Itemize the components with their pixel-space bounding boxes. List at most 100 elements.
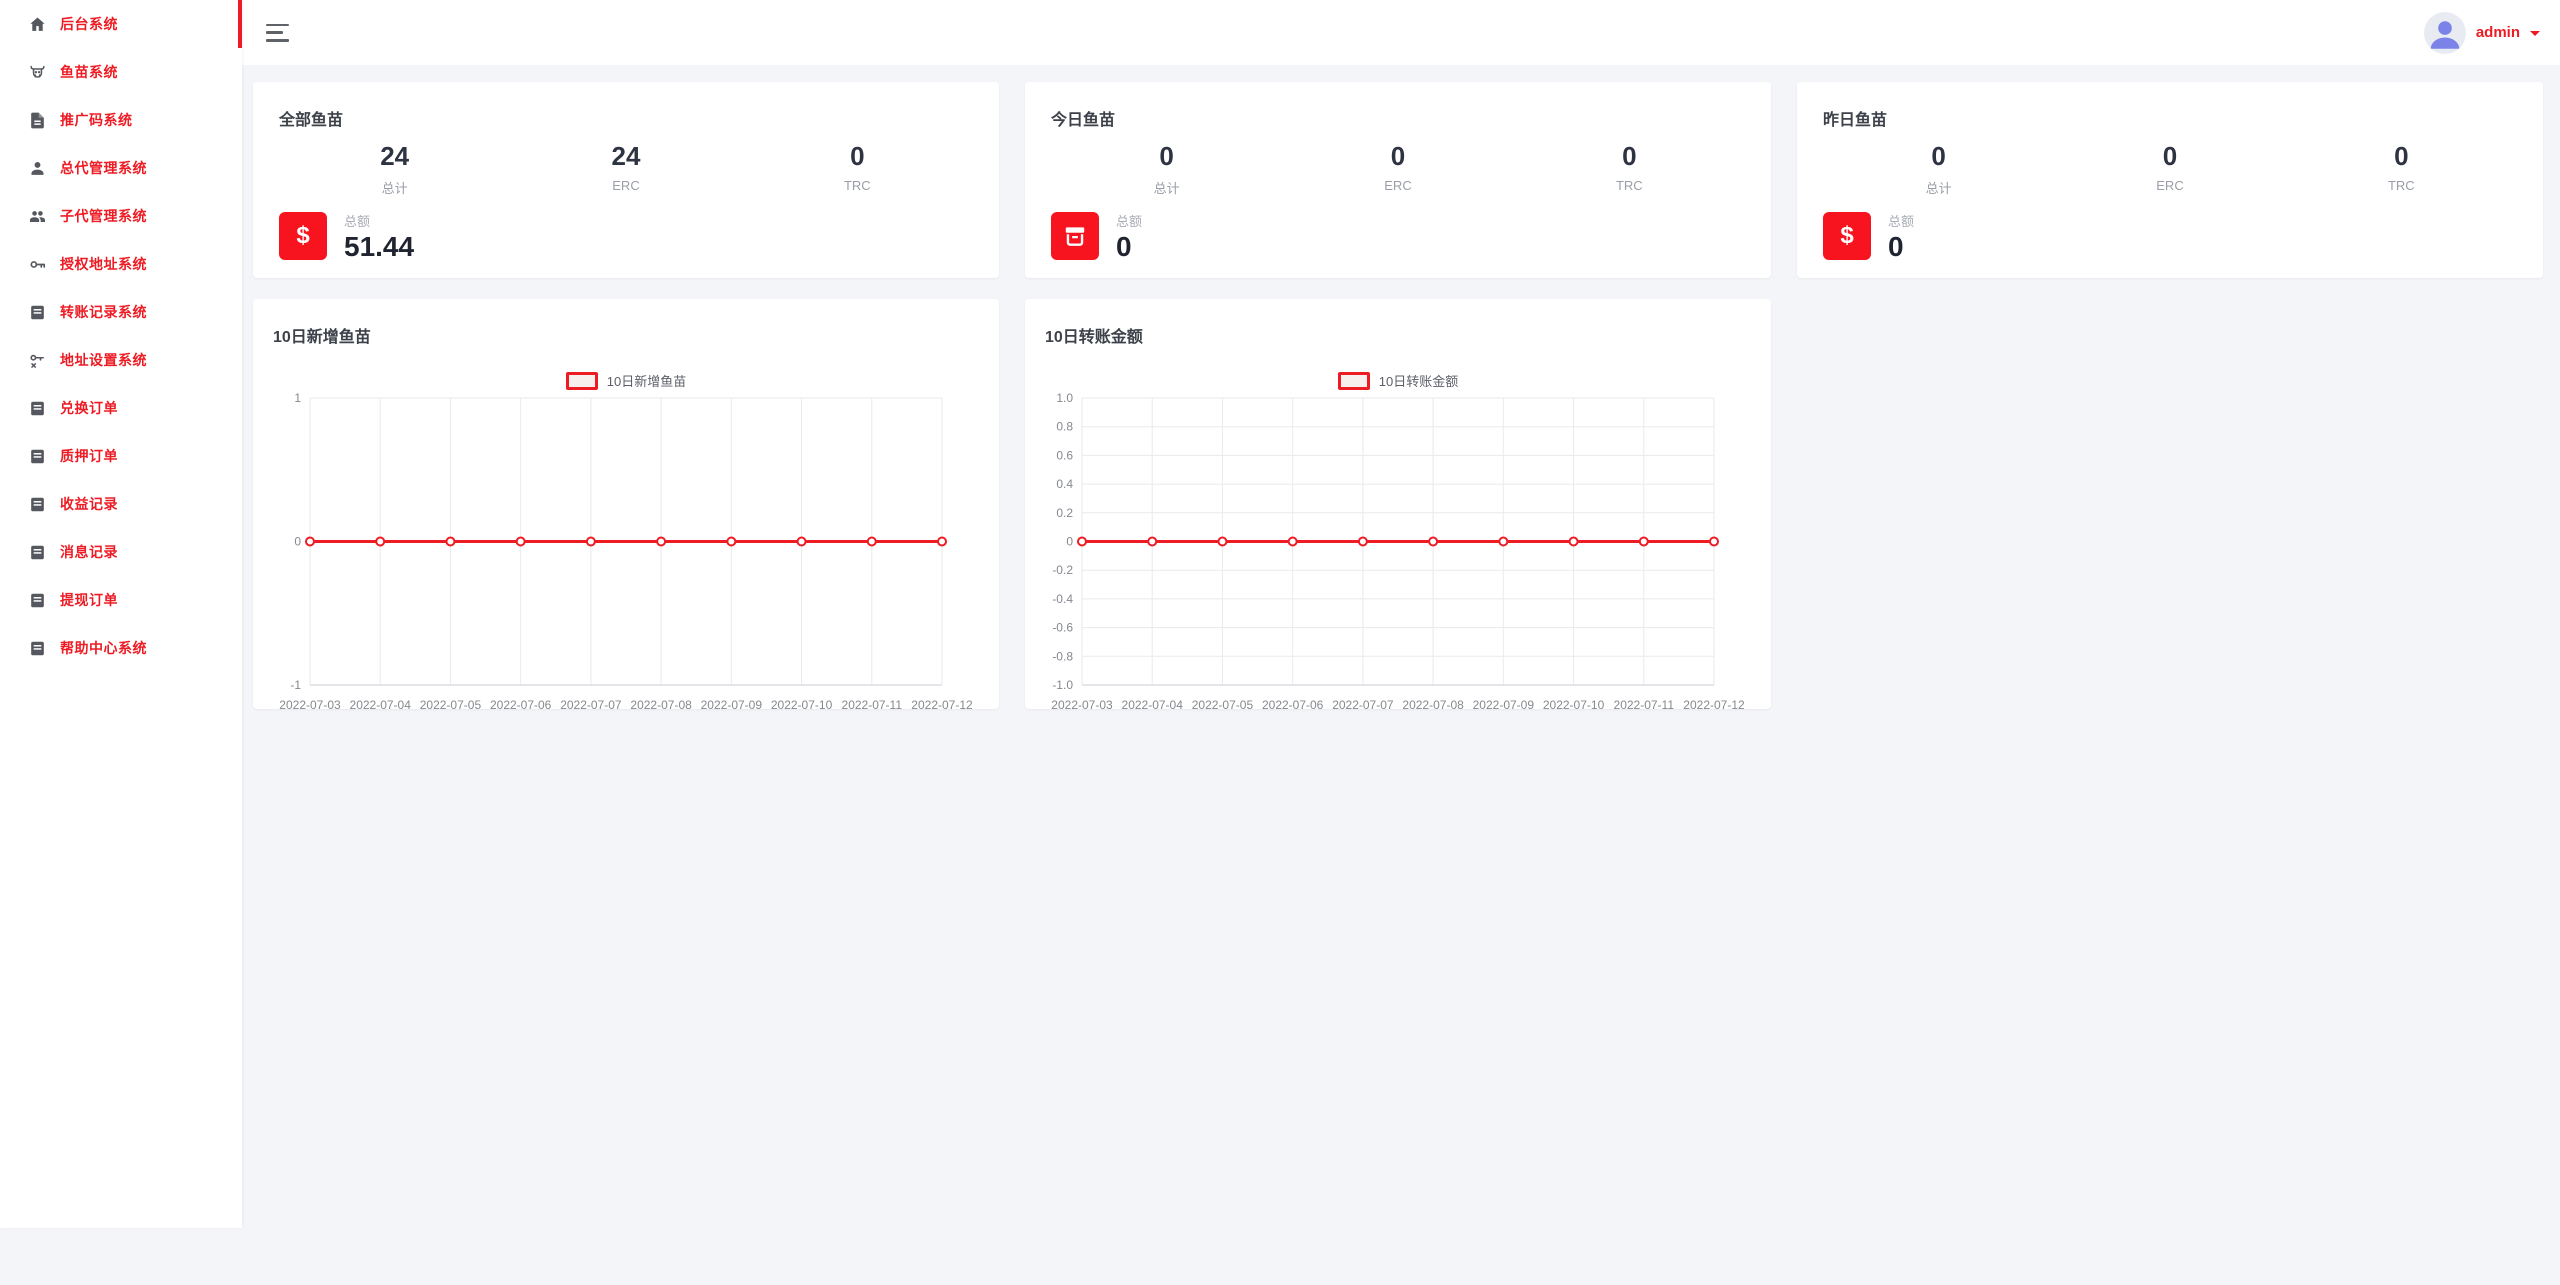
sidebar-item-label: 鱼苗系统	[60, 64, 118, 80]
svg-text:2022-07-11: 2022-07-11	[842, 698, 903, 712]
card-title: 全部鱼苗	[279, 112, 344, 129]
sidebar-item-label: 后台系统	[60, 16, 118, 32]
charts-row: 10日新增鱼苗 10日新增鱼苗 1 0 -1 2022-07-03 2022-07-04…	[253, 299, 2548, 712]
stat-label: ERC	[1384, 177, 1412, 193]
svg-text:0: 0	[1066, 535, 1073, 549]
sidebar-item-label: 帮助中心系统	[60, 640, 147, 656]
sidebar-item-11[interactable]: 消息记录	[0, 528, 242, 576]
chart-legend[interactable]: 10日转账金额	[1045, 371, 1751, 390]
stat-value: 0	[2394, 141, 2409, 171]
stat-card-1: 今日鱼苗 0 总计 0 ERC 0 TRC 总额 0	[1025, 82, 1771, 278]
stat-label: ERC	[612, 177, 640, 193]
legend-swatch-icon	[1337, 371, 1370, 390]
svg-text:2022-07-12: 2022-07-12	[1683, 698, 1745, 712]
svg-text:2022-07-07: 2022-07-07	[1332, 698, 1394, 712]
chart-title: 10日转账金额	[1045, 329, 1143, 346]
sidebar-item-label: 兑换订单	[60, 400, 118, 416]
svg-text:2022-07-04: 2022-07-04	[1122, 698, 1184, 712]
user-menu[interactable]: admin	[2423, 11, 2540, 54]
total-value: 0	[1888, 230, 1904, 262]
dollar-icon: $	[1823, 211, 1871, 260]
total-label: 总额	[1116, 213, 1143, 229]
svg-text:1: 1	[294, 391, 301, 405]
list-box-icon	[28, 639, 47, 658]
sidebar-item-9[interactable]: 质押订单	[0, 432, 242, 480]
stat-value: 24	[611, 141, 641, 171]
sidebar-item-8[interactable]: 兑换订单	[0, 384, 242, 432]
sidebar-item-3[interactable]: 总代管理系统	[0, 144, 242, 192]
sidebar-nav: 后台系统 鱼苗系统 推广码系统 总代管理系统 子代管理系统 授权地址系统 转账记…	[0, 0, 242, 672]
sidebar-item-6[interactable]: 转账记录系统	[0, 288, 242, 336]
svg-text:2022-07-09: 2022-07-09	[701, 698, 763, 712]
svg-text:2022-07-11: 2022-07-11	[1614, 698, 1675, 712]
hamburger-menu-icon[interactable]	[266, 23, 290, 42]
stat-cards-row: 全部鱼苗 24 总计 24 ERC 0 TRC $ 总额 51.44 今日鱼苗	[253, 82, 2548, 278]
sidebar-item-label: 子代管理系统	[60, 208, 147, 224]
stat-label: 总计	[1153, 180, 1180, 196]
stat-label: 总计	[1925, 180, 1952, 196]
svg-text:2022-07-05: 2022-07-05	[420, 698, 482, 712]
svg-text:-0.4: -0.4	[1052, 592, 1073, 606]
sidebar-item-label: 转账记录系统	[60, 304, 147, 320]
list-box-icon	[28, 495, 47, 514]
legend-label: 10日转账金额	[1378, 374, 1459, 389]
svg-text:-0.8: -0.8	[1052, 649, 1073, 663]
file-document-icon	[28, 111, 47, 130]
key-remove-icon	[28, 351, 47, 370]
svg-text:2022-07-07: 2022-07-07	[560, 698, 622, 712]
svg-text:2022-07-06: 2022-07-06	[490, 698, 552, 712]
svg-text:2022-07-12: 2022-07-12	[911, 698, 973, 712]
stat-value: 0	[850, 141, 865, 171]
stats-row: 24 总计 24 ERC 0 TRC	[279, 142, 973, 197]
sidebar-item-label: 提现订单	[60, 592, 118, 608]
svg-text:2022-07-10: 2022-07-10	[1543, 698, 1605, 712]
sidebar-item-label: 地址设置系统	[60, 352, 147, 368]
svg-text:2022-07-06: 2022-07-06	[1262, 698, 1324, 712]
stat-card-0: 全部鱼苗 24 总计 24 ERC 0 TRC $ 总额 51.44	[253, 82, 999, 278]
svg-text:-1: -1	[290, 678, 301, 692]
sidebar-item-1[interactable]: 鱼苗系统	[0, 48, 242, 96]
sidebar-item-10[interactable]: 收益记录	[0, 480, 242, 528]
sidebar-item-4[interactable]: 子代管理系统	[0, 192, 242, 240]
sidebar-item-7[interactable]: 地址设置系统	[0, 336, 242, 384]
stat-value: 0	[1390, 141, 1406, 171]
sidebar-item-label: 推广码系统	[60, 112, 133, 128]
svg-text:2022-07-08: 2022-07-08	[1402, 698, 1464, 712]
sidebar-item-label: 授权地址系统	[60, 256, 147, 272]
sidebar-item-2[interactable]: 推广码系统	[0, 96, 242, 144]
chart-title: 10日新增鱼苗	[273, 329, 371, 346]
avatar[interactable]	[2423, 11, 2466, 54]
legend-label: 10日新增鱼苗	[606, 374, 687, 389]
chart-card-transfer-amount: 10日转账金额 10日转账金额 1.0 0.8 0.6 0.4 0.2 0 -0.2 -0.4…	[1025, 299, 1771, 712]
key-icon	[28, 255, 47, 274]
stat-value: 24	[380, 141, 410, 171]
account-icon	[28, 159, 47, 178]
chevron-down-icon	[2530, 30, 2540, 41]
svg-text:-0.6: -0.6	[1052, 621, 1073, 635]
dollar-icon: $	[279, 211, 327, 260]
user-avatar-icon	[2430, 20, 2460, 49]
stat-label: TRC	[1615, 177, 1643, 193]
sidebar-item-0[interactable]: 后台系统	[0, 0, 242, 48]
list-box-icon	[28, 399, 47, 418]
list-box-icon	[28, 303, 47, 322]
list-box-icon	[28, 591, 47, 610]
list-box-icon	[28, 543, 47, 562]
svg-text:2022-07-05: 2022-07-05	[1192, 698, 1254, 712]
svg-text:0.2: 0.2	[1056, 506, 1073, 520]
svg-text:2022-07-04: 2022-07-04	[350, 698, 412, 712]
card-title: 昨日鱼苗	[1823, 112, 1888, 129]
sidebar-item-label: 质押订单	[60, 448, 118, 464]
sidebar: 后台系统 鱼苗系统 推广码系统 总代管理系统 子代管理系统 授权地址系统 转账记…	[0, 0, 242, 1228]
stat-label: TRC	[2387, 177, 2415, 193]
sidebar-item-13[interactable]: 帮助中心系统	[0, 624, 242, 672]
username-label[interactable]: admin	[2475, 24, 2520, 41]
sidebar-item-12[interactable]: 提现订单	[0, 576, 242, 624]
total-row: 总额 0	[1051, 211, 1745, 261]
line-chart-new-fish: 1 0 -1 2022-07-03 2022-07-04 2022-07-05 2022-0…	[279, 391, 973, 712]
chart-legend[interactable]: 10日新增鱼苗	[273, 371, 979, 390]
topbar: admin	[242, 0, 2560, 65]
sidebar-item-5[interactable]: 授权地址系统	[0, 240, 242, 288]
sidebar-item-label: 消息记录	[60, 544, 118, 560]
legend-swatch-icon	[565, 371, 598, 390]
